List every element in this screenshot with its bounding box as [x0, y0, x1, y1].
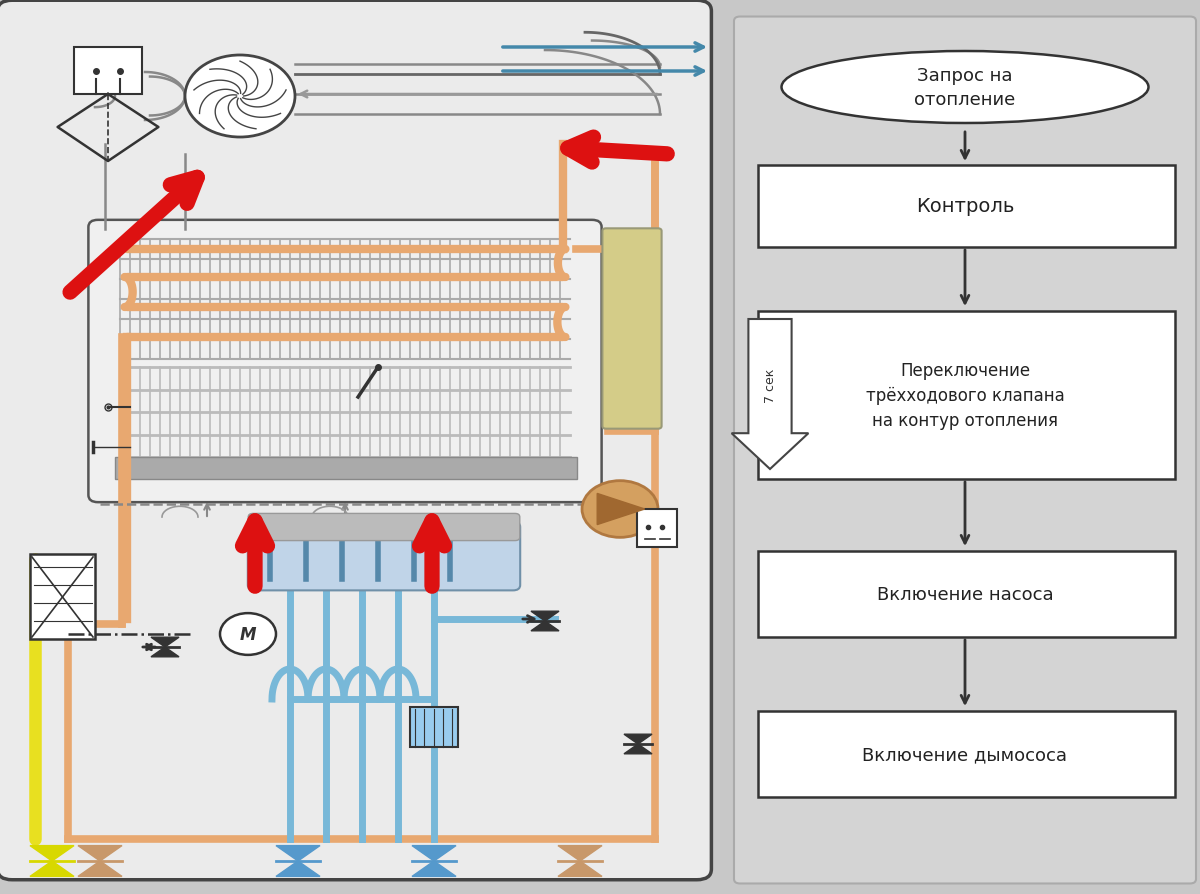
Polygon shape: [30, 846, 74, 861]
Bar: [30, 554, 95, 639]
Polygon shape: [276, 861, 320, 876]
Bar: [758, 312, 1175, 479]
Polygon shape: [530, 611, 559, 621]
Polygon shape: [732, 320, 809, 469]
Polygon shape: [78, 846, 122, 861]
Text: M: M: [240, 625, 257, 644]
Bar: [74, 48, 142, 95]
FancyBboxPatch shape: [247, 522, 521, 591]
Bar: [637, 510, 677, 547]
Ellipse shape: [781, 52, 1148, 124]
Circle shape: [185, 56, 295, 138]
FancyBboxPatch shape: [734, 18, 1196, 883]
Circle shape: [582, 481, 658, 537]
Polygon shape: [530, 621, 559, 631]
Text: Переключение
трёхходового клапана
на контур отопления: Переключение трёхходового клапана на кон…: [865, 361, 1064, 430]
FancyBboxPatch shape: [0, 1, 712, 880]
Text: Включение насоса: Включение насоса: [877, 586, 1054, 603]
Bar: [410, 707, 458, 747]
Polygon shape: [624, 744, 652, 754]
Polygon shape: [276, 846, 320, 861]
Polygon shape: [151, 637, 179, 647]
FancyBboxPatch shape: [89, 221, 601, 502]
Text: Контроль: Контроль: [916, 198, 1014, 216]
Polygon shape: [412, 861, 456, 876]
Text: Включение дымососа: Включение дымососа: [863, 746, 1068, 763]
FancyBboxPatch shape: [602, 229, 661, 429]
Polygon shape: [558, 846, 602, 861]
Bar: [115, 458, 577, 479]
Polygon shape: [30, 861, 74, 876]
Polygon shape: [151, 647, 179, 657]
Polygon shape: [624, 734, 652, 744]
Polygon shape: [598, 493, 644, 525]
Polygon shape: [78, 861, 122, 876]
Polygon shape: [558, 861, 602, 876]
Polygon shape: [412, 846, 456, 861]
Circle shape: [220, 613, 276, 655]
Bar: [758, 552, 1175, 637]
Text: 7 сек: 7 сек: [763, 368, 776, 403]
Text: Запрос на
отопление: Запрос на отопление: [914, 67, 1015, 109]
Bar: [758, 165, 1175, 248]
FancyBboxPatch shape: [248, 514, 520, 541]
Bar: [758, 712, 1175, 797]
